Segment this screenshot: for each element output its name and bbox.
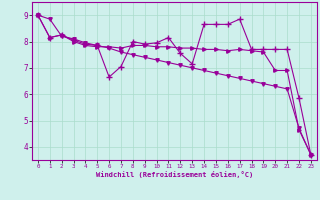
X-axis label: Windchill (Refroidissement éolien,°C): Windchill (Refroidissement éolien,°C): [96, 171, 253, 178]
